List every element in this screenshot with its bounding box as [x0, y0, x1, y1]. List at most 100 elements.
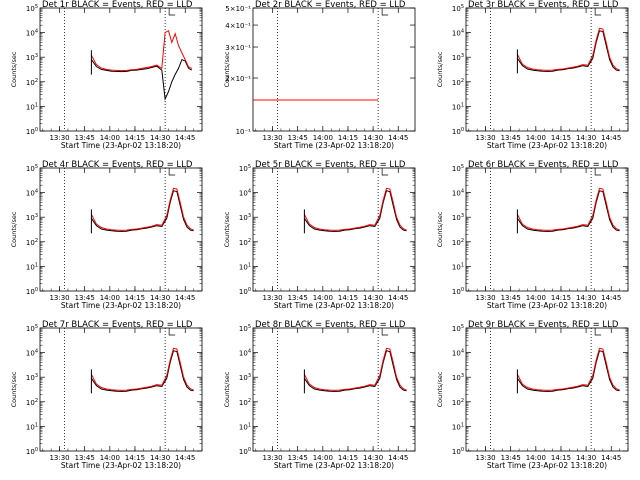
x-tick-label: 14:45: [175, 294, 195, 302]
x-tick-label: 13:30: [262, 134, 282, 142]
y-tick-exponent: 4: [35, 349, 38, 355]
x-axis-label: Start Time (23-Apr-02 13:18:20): [61, 461, 181, 470]
x-tick-label: 14:45: [388, 134, 408, 142]
x-tick-label: 14:15: [338, 134, 358, 142]
y-tick-label: 102: [239, 398, 251, 407]
y-tick-label: 105: [452, 164, 464, 173]
series-events: [516, 350, 620, 392]
y-tick-exponent: 5: [461, 164, 464, 170]
y-tick-label: 104: [452, 189, 464, 198]
x-tick-label: 14:15: [338, 454, 358, 462]
marker-bracket: [381, 328, 389, 336]
y-tick-exponent: 5: [461, 324, 464, 330]
y-tick-exponent: 0: [35, 287, 38, 293]
series-events: [90, 350, 194, 392]
y-axis-label: Counts/sec: [436, 371, 444, 407]
y-tick-label: 101: [26, 262, 38, 271]
y-tick-label: 104: [26, 29, 38, 38]
marker-bracket: [381, 168, 389, 176]
y-tick-exponent: 1: [35, 262, 38, 268]
panel-det-2: Det 2r BLACK = Events, RED = LLD 10⁻¹ 2×10…: [223, 0, 416, 150]
y-tick-exponent: 1: [461, 262, 464, 268]
x-tick-label: 14:45: [175, 134, 195, 142]
x-tick-label: 14:15: [125, 134, 145, 142]
x-tick-label: 14:30: [363, 454, 383, 462]
y-tick-exponent: 1: [248, 422, 251, 428]
x-tick-label: 13:30: [475, 294, 495, 302]
panel-det-5: Det 5r BLACK = Events, RED = LLD10010110…: [223, 160, 416, 310]
y-tick-label: 100: [452, 287, 464, 296]
x-tick-label: 13:45: [288, 294, 308, 302]
x-tick-label: 14:15: [125, 294, 145, 302]
y-tick-exponent: 3: [461, 53, 464, 59]
series-lld: [303, 347, 407, 391]
x-tick-label: 14:00: [526, 294, 546, 302]
panel-title: Det 6r BLACK = Events, RED = LLD: [468, 160, 619, 170]
y-tick-label: 102: [26, 398, 38, 407]
y-tick-exponent: 4: [461, 29, 464, 35]
x-tick-label: 14:15: [551, 294, 571, 302]
y-tick-label: 104: [239, 349, 251, 358]
y-tick-label: 101: [452, 422, 464, 431]
plot-frame: [39, 327, 203, 452]
panel-title: Det 3r BLACK = Events, RED = LLD: [468, 0, 619, 10]
y-tick-exponent: 3: [461, 213, 464, 219]
y-axis-label: Counts/sec: [223, 371, 231, 407]
y-axis-label: Counts/sec: [10, 211, 18, 247]
y-tick-label: 101: [26, 102, 38, 111]
x-tick-label: 14:30: [363, 134, 383, 142]
plot-frame: [39, 7, 203, 132]
marker-bracket: [594, 168, 602, 176]
x-tick-label: 14:00: [100, 454, 120, 462]
marker-bracket: [168, 328, 176, 336]
y-tick-exponent: 2: [248, 398, 251, 404]
x-tick-label: 13:45: [288, 454, 308, 462]
y-tick-exponent: 3: [248, 373, 251, 379]
panel-det-4: Det 4r BLACK = Events, RED = LLD10010110…: [10, 160, 203, 310]
y-tick-exponent: 5: [248, 324, 251, 330]
x-tick-label: 13:30: [475, 134, 495, 142]
plot-frame: [252, 167, 416, 292]
y-tick-label: 100: [26, 127, 38, 136]
y-tick-exponent: 3: [461, 373, 464, 379]
y-tick-label: 103: [26, 213, 38, 222]
y-tick-exponent: 4: [248, 189, 251, 195]
y-tick-exponent: 2: [35, 398, 38, 404]
y-tick-exponent: 2: [35, 238, 38, 244]
y-tick-label: 100: [452, 447, 464, 456]
y-tick-label: 103: [26, 373, 38, 382]
panel-title: Det 2r BLACK = Events, RED = LLD: [255, 0, 406, 10]
y-tick-exponent: 3: [35, 53, 38, 59]
panel-title: Det 4r BLACK = Events, RED = LLD: [42, 160, 193, 170]
y-tick-label: 105: [452, 4, 464, 13]
x-tick-label: 13:45: [75, 134, 95, 142]
y-tick-label: 103: [452, 213, 464, 222]
y-tick-label: 102: [452, 398, 464, 407]
y-axis-label: Counts/sec: [436, 211, 444, 247]
y-tick-exponent: 4: [461, 349, 464, 355]
series-events: [90, 58, 193, 101]
panel-title: Det 5r BLACK = Events, RED = LLD: [255, 160, 406, 170]
x-tick-label: 14:00: [100, 294, 120, 302]
x-tick-label: 14:30: [363, 294, 383, 302]
x-tick-label: 14:00: [526, 454, 546, 462]
y-tick-label: 5×10⁻¹: [225, 5, 251, 13]
x-tick-label: 14:30: [150, 134, 170, 142]
x-tick-label: 14:15: [125, 454, 145, 462]
y-tick-label: 101: [239, 422, 251, 431]
y-tick-label: 103: [239, 373, 251, 382]
y-tick-label: 105: [26, 4, 38, 13]
y-tick-exponent: 2: [35, 78, 38, 84]
panel-det-9: Det 9r BLACK = Events, RED = LLD10010110…: [436, 320, 629, 470]
plot-frame: [465, 7, 629, 132]
y-tick-exponent: 5: [35, 164, 38, 170]
x-tick-label: 14:00: [100, 134, 120, 142]
y-tick-label: 101: [452, 102, 464, 111]
marker-bracket: [594, 8, 602, 16]
y-tick-label: 104: [239, 189, 251, 198]
y-tick-exponent: 2: [461, 238, 464, 244]
x-tick-label: 14:00: [313, 134, 333, 142]
y-tick-exponent: 0: [461, 127, 464, 133]
x-tick-label: 13:30: [49, 454, 69, 462]
y-tick-label: 100: [452, 127, 464, 136]
